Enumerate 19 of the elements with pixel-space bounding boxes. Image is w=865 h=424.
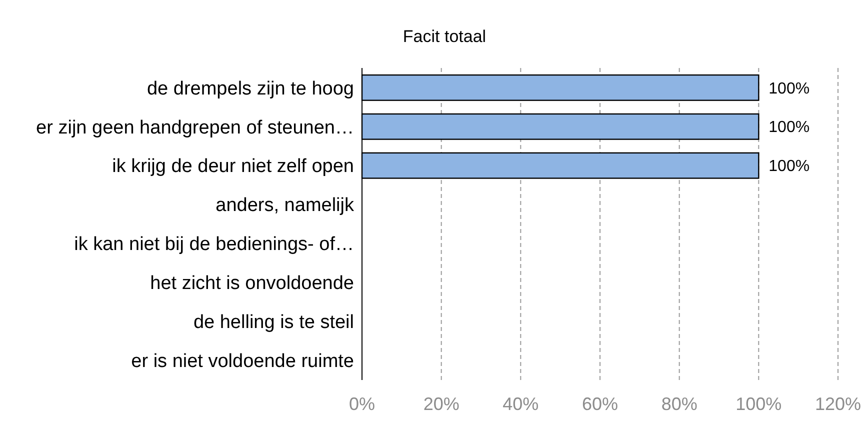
x-tick-label: 40% [502,394,539,414]
x-tick-label: 120% [814,394,862,414]
x-tick-label: 20% [423,394,460,414]
y-tick-label: anders, namelijk [216,195,354,216]
y-tick-label: het zicht is onvoldoende [150,273,354,294]
y-tick-label: de drempels zijn te hoog [146,78,354,100]
chart-title: Facit totaal [402,27,486,46]
data-label: 100% [768,119,810,136]
y-tick-label: ik krijg de deur niet zelf open [112,156,354,178]
data-label: 100% [768,158,810,176]
y-tick-label: er zijn geen handgrepen of steunen… [36,117,354,138]
y-tick-label: er is niet voldoende ruimte [131,350,354,372]
x-tick-label: 60% [582,394,618,414]
x-tick-label: 80% [661,394,698,414]
y-tick-label: de helling is te steil [193,312,354,334]
data-label: 100% [768,80,810,98]
x-tick-label: 0% [348,394,376,414]
x-tick-label: 100% [736,394,782,414]
y-tick-label: ik kan niet bij de bedienings- of… [74,234,354,256]
